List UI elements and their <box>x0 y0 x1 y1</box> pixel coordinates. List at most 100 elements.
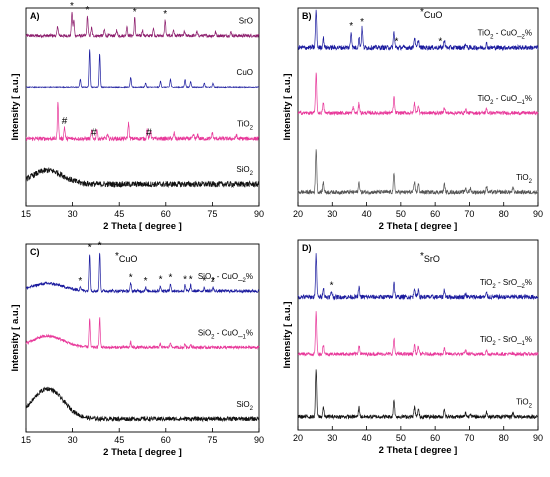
x-tick-label: 60 <box>430 433 440 443</box>
peak-marker: * <box>202 276 206 287</box>
panel-b: 20 30 40 50 60 70 80 90 2 Theta [ degree ] Intens… <box>282 7 543 232</box>
peak-marker: * <box>360 17 364 28</box>
panel-c: 15 30 45 60 75 90 2 Theta [ degree ] Intensity … <box>10 241 264 458</box>
peak-marker: * <box>349 21 353 32</box>
x-tick-label: 30 <box>68 435 78 445</box>
series-line-2 <box>297 149 539 196</box>
peak-marker: * <box>163 9 167 20</box>
peak-marker: * <box>169 272 173 283</box>
peak-marker: * <box>98 241 102 252</box>
x-tick-label: 30 <box>68 209 78 219</box>
x-axis-label: 2 Theta [ degree ] <box>379 221 458 232</box>
x-tick-label: 20 <box>293 209 303 219</box>
x-tick-label: 40 <box>362 433 372 443</box>
series-line-3 <box>25 167 260 189</box>
plot-frame <box>25 7 260 207</box>
x-tick-label: 45 <box>114 209 124 219</box>
series-label-0: TiO2 - CuO_2% <box>478 29 532 41</box>
x-tick-label: 30 <box>327 209 337 219</box>
x-tick-label: 20 <box>293 433 303 443</box>
series-label-2: TiO2 <box>237 120 254 132</box>
x-tick-label: 75 <box>207 435 217 445</box>
peak-marker: * <box>159 274 163 285</box>
series-line-1 <box>25 49 260 89</box>
peak-marker: * <box>394 37 398 48</box>
x-tick-label: 40 <box>362 209 372 219</box>
x-tick-label: 90 <box>533 433 543 443</box>
peak-marker: * <box>88 242 92 253</box>
y-axis-label: Intensity [ a.u.] <box>282 301 293 368</box>
series-line-0 <box>25 11 260 39</box>
legend-marker: *SrO <box>420 251 440 264</box>
series-label-0: SrO <box>239 17 253 26</box>
series-line-2 <box>25 386 260 423</box>
series-line-0 <box>297 9 539 52</box>
panel-label: A) <box>30 11 40 21</box>
peak-marker: * <box>70 1 74 12</box>
legend-marker: *CuO <box>420 7 442 20</box>
peak-marker: # <box>146 127 152 138</box>
peak-marker: * <box>133 7 137 18</box>
x-tick-label: 50 <box>396 433 406 443</box>
panel-a: 15 30 45 60 75 90 2 Theta [ degree ] Intensity … <box>10 1 264 232</box>
series-label-1: TiO2 - CuO_1% <box>478 94 532 106</box>
series-line-1 <box>297 311 539 357</box>
series-label-1: SiO2 - CuO_1% <box>198 328 253 340</box>
y-axis-label: Intensity [ a.u.] <box>10 73 21 140</box>
x-tick-label: 90 <box>533 209 543 219</box>
x-axis-label: 2 Theta [ degree ] <box>103 447 182 458</box>
x-tick-label: 60 <box>161 209 171 219</box>
peak-marker: * <box>189 274 193 285</box>
series-label-2: TiO2 <box>516 398 533 410</box>
x-tick-label: 45 <box>114 435 124 445</box>
peak-marker: * <box>330 280 334 291</box>
series-label-2: SiO2 <box>236 400 253 412</box>
series-line-1 <box>297 72 539 117</box>
series-label-1: CuO <box>237 68 253 77</box>
series-line-0 <box>297 253 539 301</box>
series-line-2 <box>297 369 539 420</box>
peak-marker: * <box>86 5 90 16</box>
series-label-3: SiO2 <box>236 165 253 177</box>
x-tick-label: 60 <box>430 209 440 219</box>
panel-label: B) <box>302 11 312 21</box>
x-tick-label: 30 <box>327 433 337 443</box>
x-tick-label: 60 <box>161 435 171 445</box>
series-line-1 <box>25 317 260 351</box>
peak-marker: * <box>211 276 215 287</box>
legend-marker: *CuO <box>115 251 137 264</box>
x-tick-label: 75 <box>207 209 217 219</box>
series-label-1: TiO2 - SrO_1% <box>480 335 532 347</box>
x-tick-label: 90 <box>254 209 264 219</box>
series-line-0 <box>25 252 260 294</box>
x-tick-label: 15 <box>21 209 31 219</box>
x-tick-label: 80 <box>499 209 509 219</box>
plot-frame <box>25 243 260 433</box>
x-tick-label: 70 <box>464 209 474 219</box>
plot-frame <box>297 7 539 207</box>
peak-marker: * <box>144 276 148 287</box>
y-axis-label: Intensity [ a.u.] <box>282 73 293 140</box>
panel-label: C) <box>30 247 40 257</box>
series-label-2: TiO2 <box>516 173 533 185</box>
x-axis-label: 2 Theta [ degree ] <box>103 221 182 232</box>
plot-frame <box>297 239 539 431</box>
x-axis-label: 2 Theta [ degree ] <box>379 445 458 456</box>
x-tick-label: 50 <box>396 209 406 219</box>
series-label-0: SiO2 - CuO_2% <box>198 272 253 284</box>
x-tick-label: 80 <box>499 433 509 443</box>
peak-marker: * <box>438 37 442 48</box>
peak-marker: # <box>62 116 68 127</box>
x-tick-label: 15 <box>21 435 31 445</box>
panel-d: 20 30 40 50 60 70 80 90 2 Theta [ degree ] Intens… <box>282 239 543 456</box>
peak-marker: * <box>78 276 82 287</box>
peak-marker: # <box>91 128 97 139</box>
panel-label: D) <box>302 243 312 253</box>
series-line-2 <box>25 101 260 142</box>
x-tick-label: 70 <box>464 433 474 443</box>
y-axis-label: Intensity [ a.u.] <box>10 304 21 371</box>
series-label-0: TiO2 - SrO_2% <box>480 278 532 290</box>
peak-marker: * <box>183 274 187 285</box>
